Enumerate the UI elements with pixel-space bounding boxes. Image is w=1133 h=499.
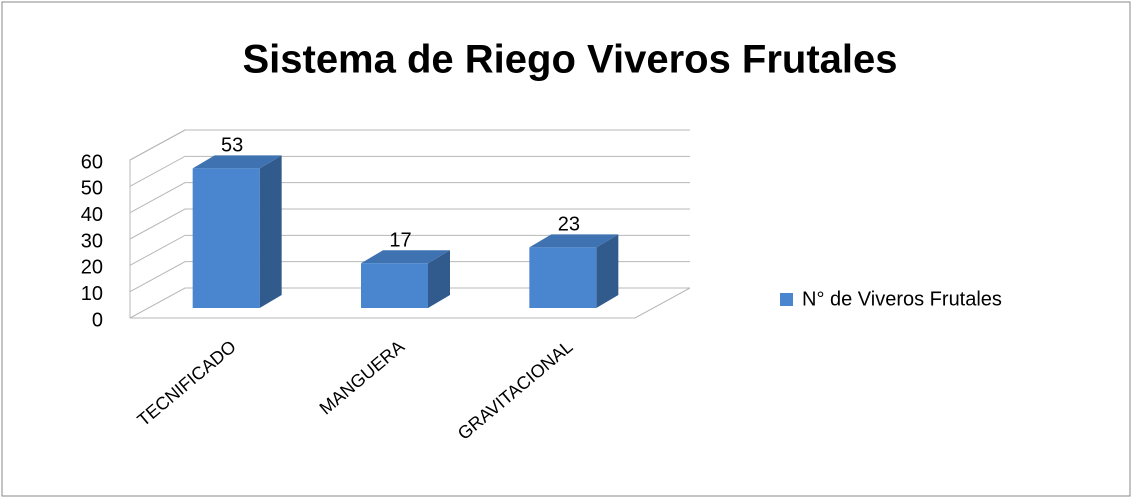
y-tick-label: 50 [81,178,103,200]
legend-swatch [780,293,793,306]
grid-line [129,234,690,266]
grid-line [129,287,690,319]
grid-line [129,155,690,187]
grid-line [129,261,690,293]
y-tick-label: 0 [92,309,103,331]
bar [192,168,260,308]
chart-title: Sistema de Riego Viveros Frutales [242,38,897,82]
value-label: 23 [558,214,580,236]
value-label: 17 [389,230,411,252]
bar-side [596,234,619,308]
bar [529,247,597,308]
y-tick-label: 60 [81,151,103,173]
y-tick-label: 30 [81,230,103,252]
bar [361,263,428,308]
bar-side [259,155,282,308]
grid-line [129,182,690,214]
bar-top [529,234,619,248]
bar-top [361,250,450,264]
bar-top [192,155,282,169]
bar-side [428,250,450,308]
value-label: 53 [221,135,243,157]
floor [130,287,691,319]
grid-line [129,208,690,240]
y-tick-label: 40 [81,204,103,226]
y-tick-label: 10 [81,283,103,305]
legend-label: N° de Viveros Frutales [802,288,1002,310]
grid-line [129,129,690,161]
y-tick-label: 20 [81,257,103,279]
